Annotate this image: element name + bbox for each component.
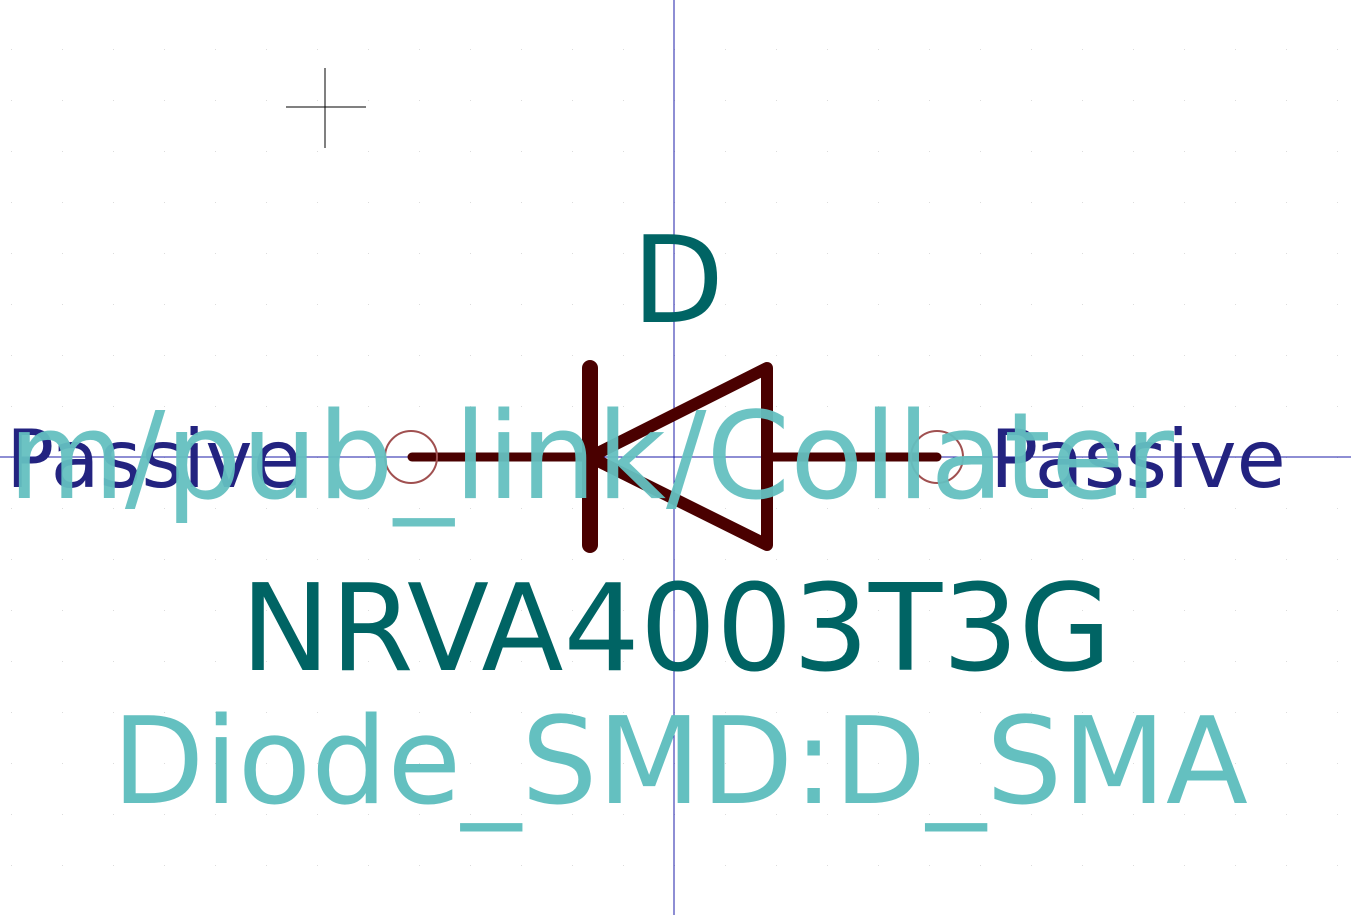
crosshair-icon xyxy=(286,68,366,148)
reference-designator[interactable]: D xyxy=(632,212,724,351)
pin-left-connection-circle[interactable] xyxy=(384,430,438,484)
datasheet-field[interactable]: m/pub_link/Collater xyxy=(8,388,1175,527)
value-field[interactable]: NRVA4003T3G xyxy=(240,560,1111,699)
footprint-field[interactable]: Diode_SMD:D_SMA xyxy=(112,693,1248,832)
pin-right-type-label: Passive xyxy=(990,413,1286,506)
diode-body-icon[interactable] xyxy=(582,360,773,553)
pin-left-type-label: Passive xyxy=(6,413,302,506)
pin-right-connection-circle[interactable] xyxy=(910,430,964,484)
